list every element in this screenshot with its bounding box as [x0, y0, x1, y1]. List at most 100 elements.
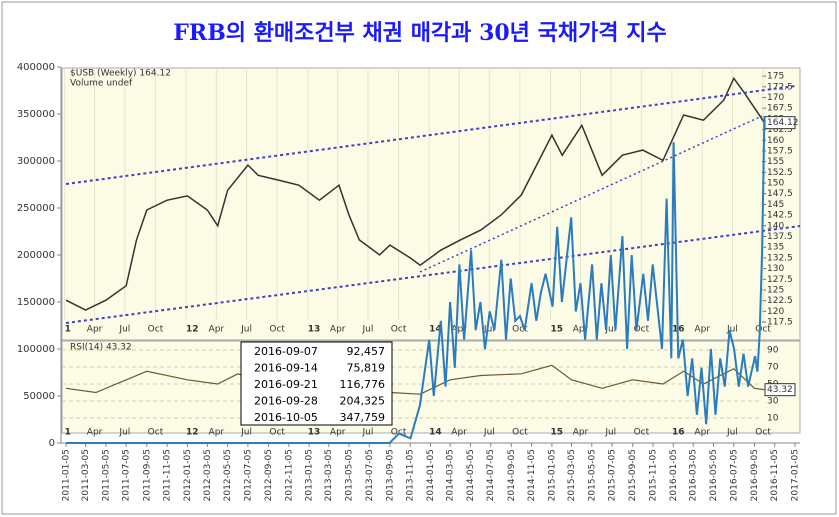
rsi-x-tick-label: Apr — [330, 428, 346, 438]
y2-tick-label: 152.5 — [767, 168, 793, 178]
inset-x-tick-label: Oct — [755, 325, 771, 335]
y2-tick-label: 160 — [767, 136, 784, 146]
table-date: 2016-09-07 — [254, 345, 318, 358]
x-tick-label: 2012-03-05 — [203, 449, 213, 501]
rsi-x-tick-label: Oct — [148, 428, 164, 438]
rsi-x-tick-label: Apr — [451, 428, 467, 438]
table-box — [240, 341, 393, 426]
rsi-x-tick-label: Apr — [209, 428, 225, 438]
y2-tick-label: 157.5 — [767, 146, 793, 156]
inset-x-tick-label: Apr — [330, 325, 346, 335]
y-tick-label: 350000 — [17, 109, 55, 120]
x-tick-label: 2013-11-05 — [406, 449, 416, 501]
rsi-x-tick-label: Jul — [726, 428, 738, 438]
rsi-title: RSI(14) 43.32 — [70, 343, 132, 353]
rsi-tick-label: 10 — [767, 414, 779, 424]
inset-x-tick-label: 14 — [429, 325, 442, 335]
x-tick-label: 2012-05-05 — [223, 449, 233, 501]
x-tick-label: 2011-11-05 — [163, 449, 173, 501]
rsi-x-tick-label: Jul — [362, 428, 374, 438]
x-tick-label: 2014-03-05 — [446, 449, 456, 501]
y2-tick-label: 147.5 — [767, 189, 793, 199]
x-tick-label: 2011-03-05 — [81, 449, 91, 501]
x-tick-label: 2013-01-05 — [305, 449, 315, 501]
x-tick-label: 2014-05-05 — [466, 449, 476, 501]
y-tick-label: 100000 — [17, 344, 55, 355]
rsi-x-tick-label: Jul — [118, 428, 130, 438]
inset-x-tick-label: 1 — [65, 325, 71, 335]
y2-tick-label: 175 — [767, 72, 784, 82]
x-tick-label: 2012-01-05 — [183, 449, 193, 501]
price-line — [65, 76, 766, 311]
inset-x-tick-label: 13 — [308, 325, 321, 335]
y2-tick-label: 120 — [767, 307, 784, 317]
x-tick-label: 2016-09-05 — [750, 449, 760, 501]
rsi-tick-label: 90 — [767, 346, 779, 356]
x-tick-label: 2014-01-05 — [426, 449, 436, 501]
rsi-x-tick-label: Apr — [694, 428, 710, 438]
table-date: 2016-09-21 — [254, 378, 318, 391]
value-marker-label: 43.32 — [767, 385, 793, 395]
y-tick-label: 300000 — [17, 156, 55, 167]
inset-title: $USB (Weekly) 164.12 — [70, 69, 171, 79]
y2-tick-label: 162.5 — [767, 125, 793, 135]
rsi-x-tick-label: Apr — [573, 428, 589, 438]
x-tick-label: 2014-07-05 — [486, 449, 496, 501]
inset-x-tick-label: Apr — [87, 325, 103, 335]
x-tick-label: 2015-03-05 — [567, 449, 577, 501]
price-panel — [61, 67, 801, 341]
x-tick-label: 2011-01-05 — [62, 449, 72, 501]
chart-title: FRB의 환매조건부 채권 매각과 30년 국채가격 지수 — [173, 20, 666, 46]
inset-x-tick-label: Jul — [240, 325, 252, 335]
table-value: 347,759 — [340, 411, 386, 424]
rsi-x-tick-label: 12 — [186, 428, 199, 438]
y2-tick-label: 150 — [767, 179, 784, 189]
inset-x-tick-label: Jul — [604, 325, 616, 335]
inset-subtitle: Volume undef — [70, 79, 133, 89]
x-tick-label: 2015-05-05 — [587, 449, 597, 501]
rsi-x-tick-label: Jul — [240, 428, 252, 438]
y-tick-label: 0 — [49, 438, 55, 449]
x-tick-label: 2013-03-05 — [324, 449, 334, 501]
x-tick-label: 2011-07-05 — [122, 449, 132, 501]
y2-tick-label: 170 — [767, 93, 784, 103]
x-tick-label: 2015-11-05 — [648, 449, 658, 501]
y2-tick-label: 127.5 — [767, 275, 793, 285]
series-line — [66, 116, 766, 444]
rsi-x-tick-label: Oct — [755, 428, 771, 438]
inset-x-tick-label: Apr — [573, 325, 589, 335]
value-marker — [764, 383, 796, 397]
inset-x-tick-label: Oct — [148, 325, 164, 335]
table-value: 204,325 — [340, 395, 386, 408]
y2-tick-label: 117.5 — [767, 318, 793, 328]
rsi-tick-label: 70 — [767, 363, 779, 373]
x-tick-label: 2016-07-05 — [729, 449, 739, 501]
rsi-x-tick-label: 14 — [429, 428, 442, 438]
inset-x-tick-label: Apr — [209, 325, 225, 335]
rsi-x-tick-label: Jul — [483, 428, 495, 438]
inset-x-tick-label: Apr — [694, 325, 710, 335]
y2-tick-label: 145 — [767, 200, 784, 210]
rsi-x-tick-label: 1 — [65, 428, 71, 438]
y2-tick-label: 135 — [767, 243, 784, 253]
value-marker-label: 164.12 — [767, 118, 799, 128]
plot-layer: 117.5120122.5125127.5130132.5135137.5140… — [62, 68, 799, 438]
y-tick-label: 400000 — [17, 62, 55, 73]
inset-x-tick-label: Oct — [512, 325, 528, 335]
x-tick-label: 2011-09-05 — [142, 449, 152, 501]
x-tick-label: 2014-09-05 — [507, 449, 517, 501]
table-value: 75,819 — [347, 362, 386, 375]
inset-x-tick-label: Oct — [269, 325, 285, 335]
table-date: 2016-09-14 — [254, 362, 318, 375]
y2-tick-label: 167.5 — [767, 104, 793, 114]
rsi-x-tick-label: 13 — [308, 428, 321, 438]
x-tick-label: 2017-01-05 — [791, 449, 801, 501]
rsi-x-tick-label: Jul — [604, 428, 616, 438]
x-tick-label: 2015-07-05 — [608, 449, 618, 501]
rsi-x-tick-label: Oct — [269, 428, 285, 438]
inset-x-tick-label: Jul — [726, 325, 738, 335]
x-tick-label: 2016-01-05 — [669, 449, 679, 501]
x-tick-label: 2012-07-05 — [243, 449, 253, 501]
y-tick-label: 200000 — [17, 250, 55, 261]
